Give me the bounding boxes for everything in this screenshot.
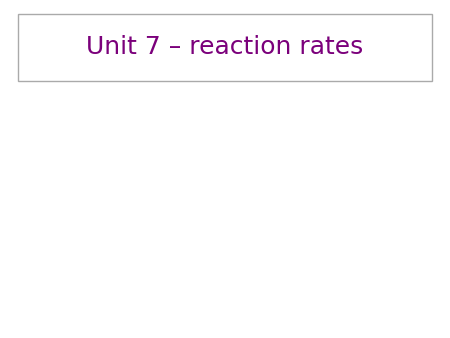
FancyBboxPatch shape <box>18 14 432 81</box>
Text: Unit 7 – reaction rates: Unit 7 – reaction rates <box>86 35 364 59</box>
